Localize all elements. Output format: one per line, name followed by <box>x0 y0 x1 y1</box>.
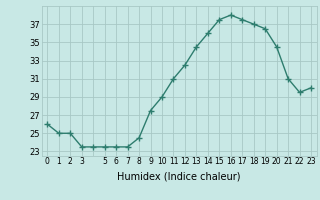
X-axis label: Humidex (Indice chaleur): Humidex (Indice chaleur) <box>117 172 241 182</box>
